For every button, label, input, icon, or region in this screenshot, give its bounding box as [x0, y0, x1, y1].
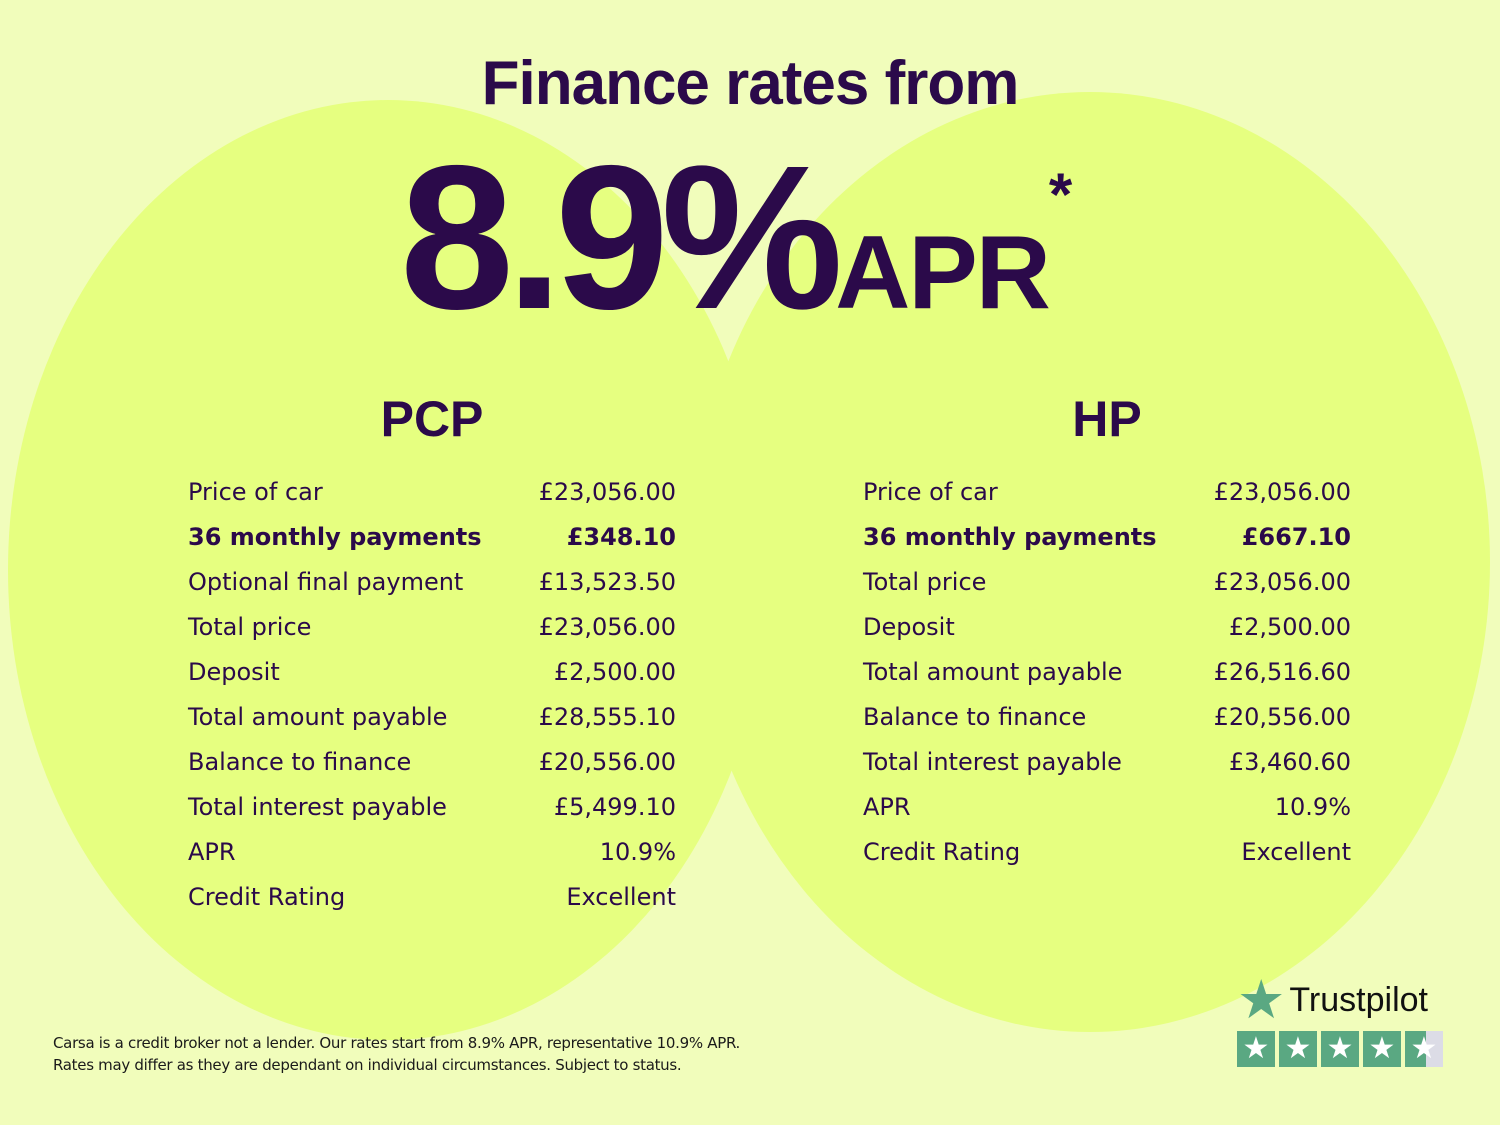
hp-title: HP — [1072, 391, 1142, 447]
star-icon: ★ — [1279, 1031, 1317, 1067]
table-row: Credit Rating Excellent — [188, 875, 676, 920]
trustpilot-name: Trustpilot — [1289, 980, 1428, 1019]
table-row: Deposit £2,500.00 — [863, 605, 1351, 650]
table-row: Total interest payable £5,499.10 — [188, 785, 676, 830]
headline: Finance rates from — [481, 49, 1020, 118]
table-row: 36 monthly payments £667.10 — [863, 515, 1351, 560]
row-value: £667.10 — [1241, 523, 1351, 551]
row-value: £26,516.60 — [1213, 658, 1351, 686]
row-label: Deposit — [188, 658, 280, 686]
trustpilot-logo: ★ Trustpilot — [1237, 970, 1443, 1030]
row-value: £5,499.10 — [553, 793, 676, 821]
row-label: Total price — [188, 613, 312, 641]
star-icon: ★ — [1237, 1031, 1275, 1067]
row-value: Excellent — [566, 883, 676, 911]
star-icon: ★ — [1321, 1031, 1359, 1067]
table-row: APR 10.9% — [188, 830, 676, 875]
row-value: 10.9% — [599, 838, 676, 866]
table-row: Total price £23,056.00 — [863, 560, 1351, 605]
row-value: £23,056.00 — [538, 613, 676, 641]
trustpilot-rating: ★ ★ ★ ★ ★ — [1237, 1031, 1443, 1067]
table-row: Credit Rating Excellent — [863, 830, 1351, 875]
row-label: Credit Rating — [863, 838, 1021, 866]
row-label: Credit Rating — [188, 883, 346, 911]
row-label: Deposit — [863, 613, 955, 641]
row-label: APR — [188, 838, 236, 866]
row-label: 36 monthly payments — [188, 523, 482, 551]
row-value: £28,555.10 — [538, 703, 676, 731]
rate-asterisk: * — [1048, 161, 1073, 228]
trustpilot-badge[interactable]: ★ Trustpilot ★ ★ ★ ★ ★ — [1237, 970, 1443, 1067]
rate-value: 8.9% — [400, 123, 843, 352]
row-label: Optional final payment — [188, 568, 464, 596]
pcp-title: PCP — [380, 391, 484, 447]
table-row: APR 10.9% — [863, 785, 1351, 830]
row-label: Price of car — [863, 478, 998, 506]
row-value: £20,556.00 — [1213, 703, 1351, 731]
trustpilot-star-icon: ★ — [1237, 970, 1286, 1030]
row-value: £20,556.00 — [538, 748, 676, 776]
table-row: Total price £23,056.00 — [188, 605, 676, 650]
pcp-table: PCP Price of car £23,056.00 36 monthly pay… — [188, 390, 676, 920]
row-label: Total price — [863, 568, 987, 596]
row-value: £3,460.60 — [1228, 748, 1351, 776]
background-circle-left — [8, 100, 768, 1040]
row-value: £23,056.00 — [1213, 478, 1351, 506]
rate-display: 8.9%APR* — [400, 120, 1072, 356]
table-row: Optional final payment £13,523.50 — [188, 560, 676, 605]
row-label: Price of car — [188, 478, 323, 506]
row-value: Excellent — [1241, 838, 1351, 866]
row-value: £23,056.00 — [538, 478, 676, 506]
row-label: Total amount payable — [188, 703, 448, 731]
row-label: Total interest payable — [863, 748, 1122, 776]
table-row: Balance to finance £20,556.00 — [188, 740, 676, 785]
table-row: Price of car £23,056.00 — [863, 470, 1351, 515]
rate-unit: APR — [835, 215, 1051, 331]
row-value: £13,523.50 — [538, 568, 676, 596]
row-value: £2,500.00 — [553, 658, 676, 686]
disclaimer: Carsa is a credit broker not a lender. O… — [53, 1032, 740, 1076]
row-value: 10.9% — [1274, 793, 1351, 821]
table-row: Price of car £23,056.00 — [188, 470, 676, 515]
row-value: £23,056.00 — [1213, 568, 1351, 596]
disclaimer-line: Rates may differ as they are dependant o… — [53, 1056, 682, 1074]
row-label: Total interest payable — [188, 793, 447, 821]
background-circle-right — [690, 92, 1490, 1032]
row-label: 36 monthly payments — [863, 523, 1157, 551]
table-row: Balance to finance £20,556.00 — [863, 695, 1351, 740]
table-row: Total amount payable £28,555.10 — [188, 695, 676, 740]
row-value: £2,500.00 — [1228, 613, 1351, 641]
row-label: Balance to finance — [188, 748, 412, 776]
disclaimer-line: Carsa is a credit broker not a lender. O… — [53, 1034, 740, 1052]
table-row: Total interest payable £3,460.60 — [863, 740, 1351, 785]
half-star-icon: ★ — [1405, 1031, 1443, 1067]
row-value: £348.10 — [566, 523, 676, 551]
table-row: 36 monthly payments £348.10 — [188, 515, 676, 560]
star-icon: ★ — [1363, 1031, 1401, 1067]
table-row: Total amount payable £26,516.60 — [863, 650, 1351, 695]
row-label: APR — [863, 793, 911, 821]
row-label: Balance to finance — [863, 703, 1087, 731]
table-row: Deposit £2,500.00 — [188, 650, 676, 695]
hp-table: HP Price of car £23,056.00 36 monthly paym… — [863, 390, 1351, 875]
row-label: Total amount payable — [863, 658, 1123, 686]
